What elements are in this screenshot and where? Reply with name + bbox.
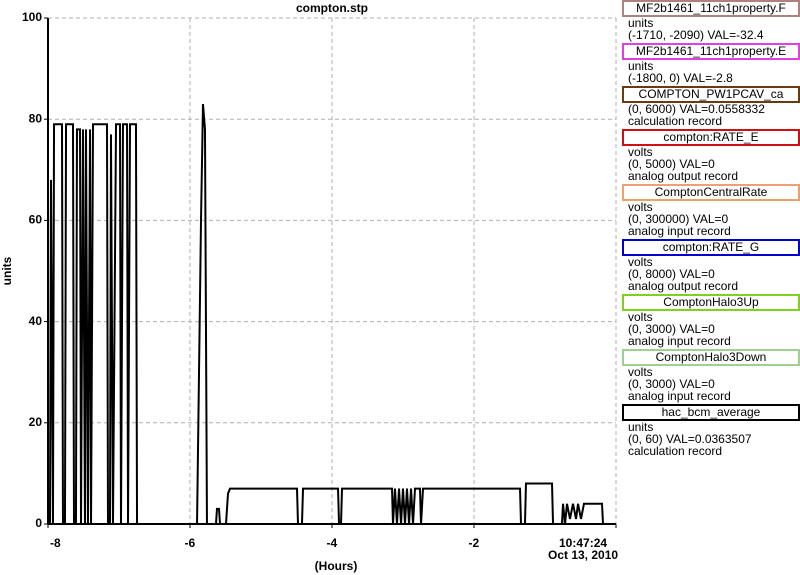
legend-name[interactable]: ComptonHalo3Up — [622, 294, 800, 311]
x-tick-label: 10:47:24 Oct 13, 2010 — [548, 536, 619, 562]
y-tick-label: 80 — [29, 111, 43, 125]
legend-detail: analog input record — [628, 334, 731, 348]
x-tick-label: -4 — [326, 536, 338, 550]
legend-detail: analog input record — [628, 224, 731, 238]
legend-name[interactable]: MF2b1461_11ch1property.F — [622, 0, 800, 17]
x-axis-label: (Hours) — [315, 559, 358, 573]
legend-detail: volts — [628, 145, 653, 159]
legend-name[interactable]: COMPTON_PW1PCAV_ca — [622, 86, 800, 103]
x-tick-label: -6 — [184, 536, 196, 550]
legend-name[interactable]: MF2b1461_11ch1property.E — [622, 43, 800, 60]
legend-detail: (0, 60) VAL=0.0363507 — [628, 432, 752, 446]
legend-detail: (0, 3000) VAL=0 — [628, 377, 715, 391]
legend-entry: ComptonCentralRate volts (0, 300000) VAL=0… — [622, 184, 800, 237]
legend-entry: ComptonHalo3Up volts (0, 3000) VAL=0 analog… — [622, 294, 800, 347]
y-tick-label: 100 — [22, 10, 42, 24]
chart: compton.stp (Hours) units 0 20 40 60 80 100 — [0, 1, 617, 573]
legend-entry: hac_bcm_average units (0, 60) VAL=0.036350… — [622, 404, 800, 457]
legend-entry: COMPTON_PW1PCAV_ca (0, 6000) VAL=0.055833… — [622, 86, 800, 127]
legend-name[interactable]: hac_bcm_average — [622, 404, 800, 421]
legend-detail: volts — [628, 310, 653, 324]
legend-entry: MF2b1461_11ch1property.E units (-1800, 0) … — [622, 43, 800, 84]
legend-detail: (0, 3000) VAL=0 — [628, 322, 715, 336]
legend-name[interactable]: compton:RATE_G — [622, 239, 800, 256]
legend-name[interactable]: ComptonCentralRate — [622, 184, 800, 201]
legend-detail: (-1710, -2090) VAL=-32.4 — [628, 28, 764, 42]
legend-detail: volts — [628, 200, 653, 214]
legend-entry: MF2b1461_11ch1property.F units (-1710, -20… — [622, 0, 800, 41]
legend-detail: units — [628, 420, 654, 434]
legend-name[interactable]: ComptonHalo3Down — [622, 349, 800, 366]
x-tick-label: -8 — [50, 536, 61, 550]
x-tick-label: -2 — [468, 536, 480, 550]
legend-detail: calculation record — [628, 114, 723, 128]
legend-detail: volts — [628, 365, 653, 379]
legend-entry: ComptonHalo3Down volts (0, 3000) VAL=0 anal… — [622, 349, 800, 402]
y-tick-label: 40 — [29, 314, 43, 328]
legend-detail: units — [628, 59, 654, 73]
chart-title: compton.stp — [296, 1, 368, 15]
y-tick-label: 0 — [35, 516, 42, 530]
legend-detail: (0, 300000) VAL=0 — [628, 212, 729, 226]
legend-name[interactable]: compton:RATE_E — [622, 129, 800, 146]
legend-entry: compton:RATE_E volts (0, 5000) VAL=0 analog… — [622, 129, 800, 182]
legend: MF2b1461_11ch1property.F units (-1710, -20… — [622, 0, 800, 459]
y-tick-label: 60 — [29, 213, 43, 227]
legend-detail: analog output record — [628, 169, 739, 183]
legend-detail: volts — [628, 255, 653, 269]
legend-detail: (0, 8000) VAL=0 — [628, 267, 715, 281]
legend-entry: compton:RATE_G volts (0, 8000) VAL=0 analog… — [622, 239, 800, 292]
legend-detail: analog input record — [628, 389, 731, 403]
legend-detail: (-1800, 0) VAL=-2.8 — [628, 71, 733, 85]
legend-detail: analog output record — [628, 279, 739, 293]
legend-detail: calculation record — [628, 444, 723, 458]
legend-detail: units — [628, 16, 654, 30]
legend-detail: (0, 6000) VAL=0.0558332 — [628, 102, 765, 116]
legend-detail: (0, 5000) VAL=0 — [628, 157, 715, 171]
data-line — [48, 103, 616, 525]
y-tick-label: 20 — [29, 415, 43, 429]
y-axis-label: units — [0, 256, 14, 285]
